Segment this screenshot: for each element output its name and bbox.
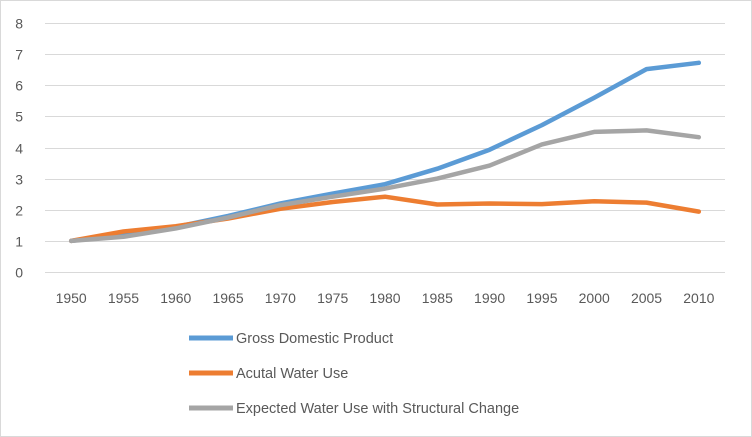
y-axis-tick-labels: 0 1 2 3 4 5 6 7 8 [15, 16, 23, 281]
y-tick-label: 7 [15, 47, 23, 63]
x-tick-label: 2010 [683, 290, 714, 306]
y-tick-label: 8 [15, 16, 23, 32]
series-lines [68, 60, 702, 244]
x-tick-label: 1965 [212, 290, 243, 306]
legend-label-2: Expected Water Use with Structural Chang… [236, 401, 519, 417]
legend: Gross Domestic Product Acutal Water Use Ex… [189, 331, 519, 417]
y-tick-label: 0 [15, 265, 23, 281]
y-tick-label: 6 [15, 78, 23, 94]
x-tick-label: 2005 [631, 290, 662, 306]
y-tick-label: 1 [15, 234, 23, 250]
y-tick-label: 3 [15, 172, 23, 188]
x-tick-label: 1960 [160, 290, 191, 306]
gridlines [45, 23, 725, 273]
series-line-2 [68, 128, 702, 244]
x-tick-label: 1955 [108, 290, 139, 306]
y-tick-label: 5 [15, 109, 23, 125]
x-tick-label: 1990 [474, 290, 505, 306]
x-tick-label: 1975 [317, 290, 348, 306]
x-tick-label: 1985 [422, 290, 453, 306]
x-tick-label: 2000 [579, 290, 610, 306]
y-tick-label: 4 [15, 141, 23, 157]
legend-label-1: Acutal Water Use [236, 366, 348, 382]
x-tick-label: 1995 [526, 290, 557, 306]
y-tick-label: 2 [15, 203, 23, 219]
x-tick-label: 1970 [265, 290, 296, 306]
x-tick-label: 1980 [369, 290, 400, 306]
x-axis-tick-labels: 1950 1955 1960 1965 1970 1975 1980 1985 1990 1995… [56, 290, 715, 306]
legend-label-0: Gross Domestic Product [236, 331, 393, 347]
x-tick-label: 1950 [56, 290, 87, 306]
